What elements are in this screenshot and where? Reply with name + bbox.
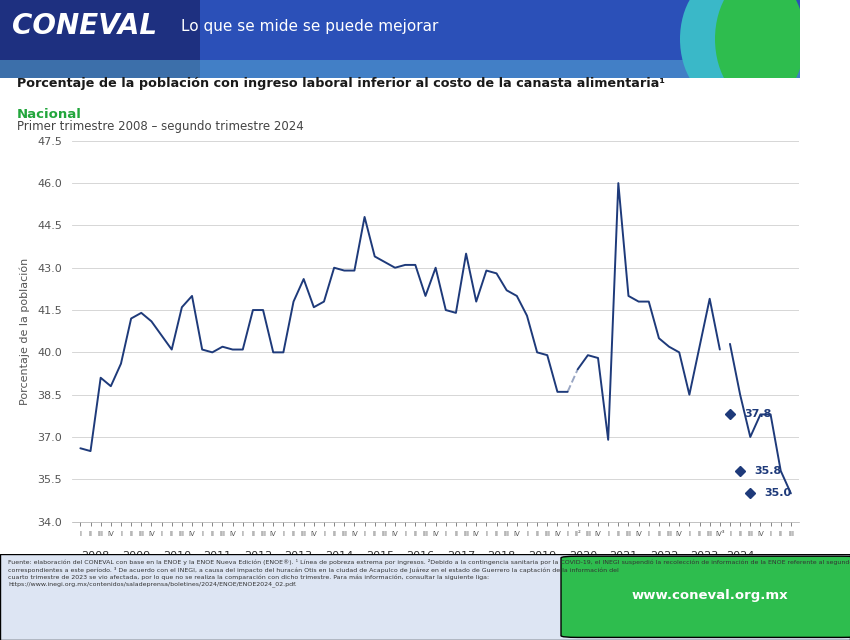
Text: 2020: 2020 <box>569 551 597 561</box>
Text: 2023: 2023 <box>690 551 719 561</box>
Polygon shape <box>800 0 850 78</box>
Text: www.coneval.org.mx: www.coneval.org.mx <box>632 589 788 602</box>
Y-axis label: Porcentaje de la población: Porcentaje de la población <box>20 257 30 405</box>
Text: 2013: 2013 <box>285 551 313 561</box>
Text: 2011: 2011 <box>203 551 231 561</box>
Text: 2022: 2022 <box>649 551 678 561</box>
FancyBboxPatch shape <box>561 556 850 637</box>
Text: Lo que se mide se puede mejorar: Lo que se mide se puede mejorar <box>181 19 439 33</box>
Text: 35.8: 35.8 <box>754 466 781 476</box>
Text: 2014: 2014 <box>325 551 354 561</box>
Text: 2016: 2016 <box>406 551 434 561</box>
Text: 2012: 2012 <box>244 551 272 561</box>
Text: 2017: 2017 <box>447 551 475 561</box>
Text: 2008: 2008 <box>82 551 110 561</box>
Text: CONEVAL: CONEVAL <box>12 12 157 40</box>
Text: 2021: 2021 <box>609 551 638 561</box>
Ellipse shape <box>680 0 760 99</box>
Text: 2018: 2018 <box>488 551 516 561</box>
Text: Nacional: Nacional <box>17 108 82 122</box>
Ellipse shape <box>715 0 805 104</box>
Text: 2024: 2024 <box>726 551 754 561</box>
Text: 37.8: 37.8 <box>744 410 771 419</box>
Polygon shape <box>0 0 200 78</box>
Text: Porcentaje de la población con ingreso laboral inferior al costo de la canasta a: Porcentaje de la población con ingreso l… <box>17 77 665 90</box>
Text: Primer trimestre 2008 – segundo trimestre 2024: Primer trimestre 2008 – segundo trimestr… <box>17 120 303 133</box>
Text: 2015: 2015 <box>366 551 394 561</box>
Text: Fuente: elaboración del CONEVAL con base en la ENOE y la ENOE Nueva Edición (ENO: Fuente: elaboración del CONEVAL con base… <box>8 559 850 588</box>
Text: 35.0: 35.0 <box>764 488 791 499</box>
FancyBboxPatch shape <box>0 554 850 640</box>
Text: 2019: 2019 <box>528 551 557 561</box>
Polygon shape <box>0 60 850 78</box>
Text: 2009: 2009 <box>122 551 150 561</box>
Text: 2010: 2010 <box>162 551 191 561</box>
Polygon shape <box>0 0 850 78</box>
